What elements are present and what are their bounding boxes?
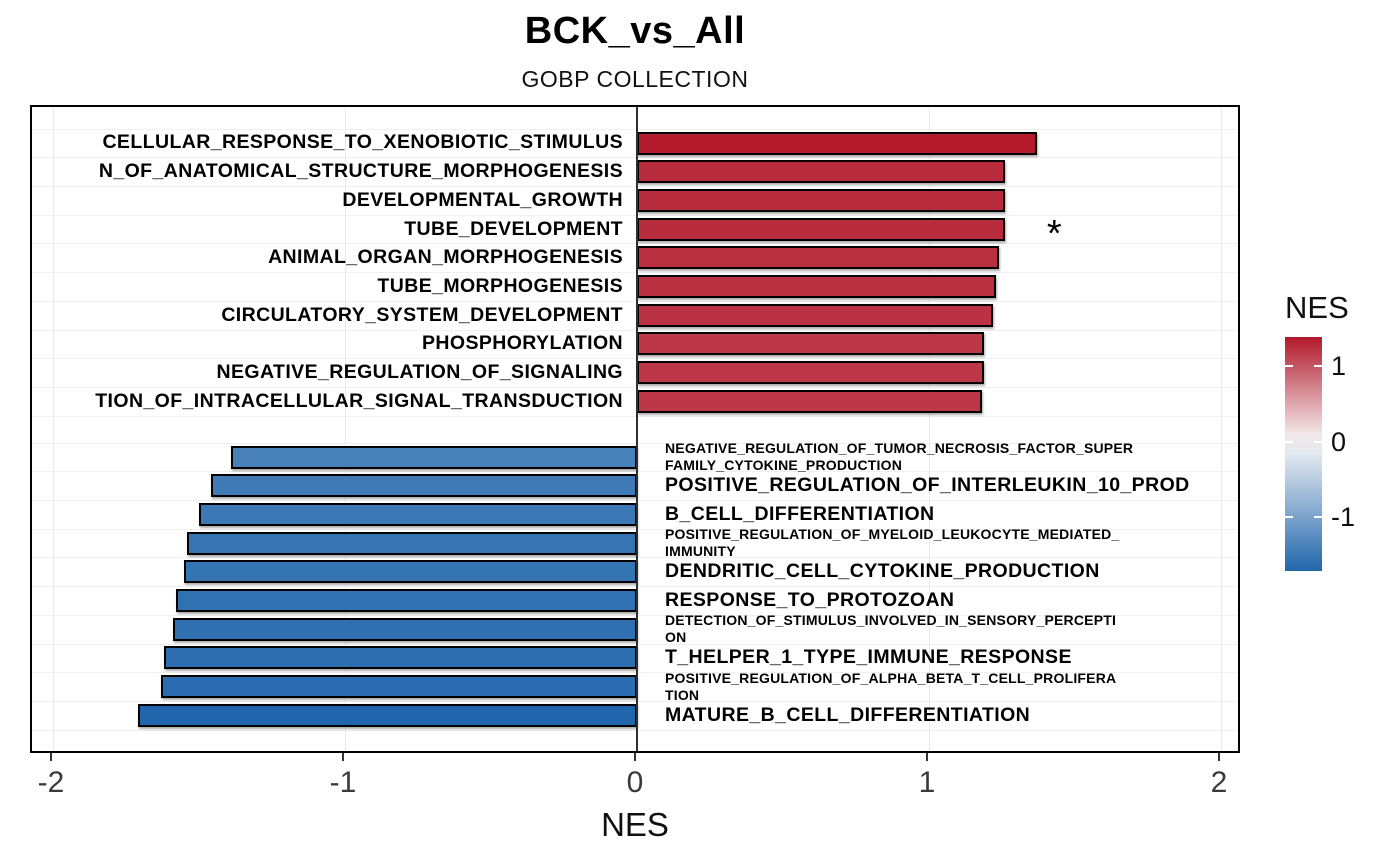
bar-label: POSITIVE_REGULATION_OF_MYELOID_LEUKOCYTE… [665, 526, 1120, 560]
nes-bar [172, 617, 637, 641]
nes-bar [637, 275, 997, 298]
nes-bar [637, 217, 1005, 241]
gridline-horizontal [32, 614, 1238, 616]
gridline-horizontal [32, 528, 1238, 530]
gridline-vertical [345, 107, 346, 751]
bar-label: CELLULAR_RESPONSE_TO_XENOBIOTIC_STIMULUS [102, 131, 623, 154]
x-axis-tick [926, 753, 928, 761]
colorbar-tick [1314, 516, 1322, 519]
x-axis-tick-label: -2 [37, 766, 65, 799]
nes-bar [637, 303, 994, 327]
bar-label: TION_OF_INTRACELLULAR_SIGNAL_TRANSDUCTIO… [95, 389, 623, 412]
bar-label: ANIMAL_ORGAN_MORPHOGENESIS [268, 246, 623, 269]
x-axis-tick [342, 753, 344, 761]
gridline-horizontal [32, 358, 1238, 360]
colorbar-tick [1285, 440, 1293, 443]
bar-label: DETECTION_OF_STIMULUS_INVOLVED_IN_SENSOR… [665, 612, 1117, 646]
legend-tick-label: 1 [1331, 350, 1347, 381]
nes-bar [163, 646, 637, 670]
bar-label: N_OF_ANATOMICAL_STRUCTURE_MORPHOGENESIS [98, 160, 623, 183]
x-axis-tick [1218, 753, 1220, 761]
gridline-horizontal [32, 386, 1238, 388]
nes-bar [637, 131, 1038, 155]
gridline-horizontal [32, 586, 1238, 588]
gridline-horizontal [32, 729, 1238, 731]
x-axis-tick [634, 753, 636, 761]
colorbar-tick [1314, 364, 1322, 367]
nes-bar [637, 389, 982, 413]
colorbar-tick [1314, 440, 1322, 443]
gridline-horizontal [32, 214, 1238, 216]
bar-label: DEVELOPMENTAL_GROWTH [342, 188, 623, 211]
bar-label: MATURE_B_CELL_DIFFERENTIATION [665, 703, 1031, 726]
bar-label: RESPONSE_TO_PROTOZOAN [665, 588, 955, 611]
x-axis-tick-label: 1 [918, 766, 936, 799]
x-axis-title: NES [601, 806, 669, 843]
nes-bar [637, 361, 985, 385]
nes-bar [637, 246, 1000, 270]
gridline-vertical [1221, 107, 1222, 751]
bar-label: TUBE_DEVELOPMENT [404, 217, 623, 240]
bar-label: T_HELPER_1_TYPE_IMMUNE_RESPONSE [665, 646, 1072, 669]
nes-bar [161, 675, 637, 699]
gridline-horizontal [32, 500, 1238, 502]
gridline-horizontal [32, 557, 1238, 559]
bar-label: CIRCULATORY_SYSTEM_DEVELOPMENT [221, 303, 623, 326]
plot-panel: CELLULAR_RESPONSE_TO_XENOBIOTIC_STIMULUS… [30, 105, 1240, 753]
bar-label: NEGATIVE_REGULATION_OF_SIGNALING [216, 361, 623, 384]
x-axis-tick-label: -1 [329, 766, 357, 799]
gridline-horizontal [32, 329, 1238, 331]
nes-bar [199, 502, 637, 526]
gridline-horizontal [32, 643, 1238, 645]
gridline-horizontal [32, 415, 1238, 417]
nes-bar [137, 703, 637, 727]
x-axis-tick-label: 2 [1210, 766, 1228, 799]
bar-label: B_CELL_DIFFERENTIATION [665, 502, 935, 525]
x-axis-tick [50, 753, 52, 761]
bar-label: TUBE_MORPHOGENESIS [377, 274, 623, 297]
gridline-horizontal [32, 672, 1238, 674]
gridline-horizontal [32, 700, 1238, 702]
gridline-horizontal [32, 442, 1238, 444]
bar-label: POSITIVE_REGULATION_OF_ALPHA_BETA_T_CELL… [665, 669, 1117, 703]
bar-label: PHOSPHORYLATION [421, 332, 623, 355]
gridline-horizontal [32, 186, 1238, 188]
nes-bar [210, 474, 637, 498]
bar-label: POSITIVE_REGULATION_OF_INTERLEUKIN_10_PR… [665, 474, 1190, 497]
nes-bar [637, 160, 1005, 184]
gridline-horizontal [32, 243, 1238, 245]
nes-bar [184, 560, 637, 584]
significance-asterisk: * [1046, 213, 1062, 256]
gridline-horizontal [32, 157, 1238, 159]
bar-label: DENDRITIC_CELL_CYTOKINE_PRODUCTION [665, 560, 1100, 583]
legend-tick-label: -1 [1331, 502, 1356, 533]
nes-bar [175, 589, 637, 612]
chart-title: BCK_vs_All [524, 10, 746, 52]
nes-bar [637, 332, 985, 356]
gridline-vertical [929, 107, 930, 751]
colorbar-tick [1285, 516, 1293, 519]
gridline-horizontal [32, 128, 1238, 130]
gridline-vertical [53, 107, 54, 751]
nes-bar [637, 188, 1005, 212]
nes-bar [187, 531, 637, 555]
gridline-horizontal [32, 471, 1238, 473]
legend-colorbar [1285, 337, 1322, 571]
x-axis-tick-label: 0 [626, 766, 644, 799]
chart-subtitle: GOBP COLLECTION [521, 66, 749, 92]
legend-tick-label: 0 [1331, 426, 1347, 457]
colorbar-tick [1285, 364, 1293, 367]
legend-title: NES [1285, 290, 1349, 325]
gridline-horizontal [32, 272, 1238, 274]
zero-axis-line [636, 107, 638, 751]
gridline-horizontal [32, 300, 1238, 302]
bar-label: NEGATIVE_REGULATION_OF_TUMOR_NECROSIS_FA… [665, 440, 1134, 473]
nes-bar [231, 445, 637, 469]
